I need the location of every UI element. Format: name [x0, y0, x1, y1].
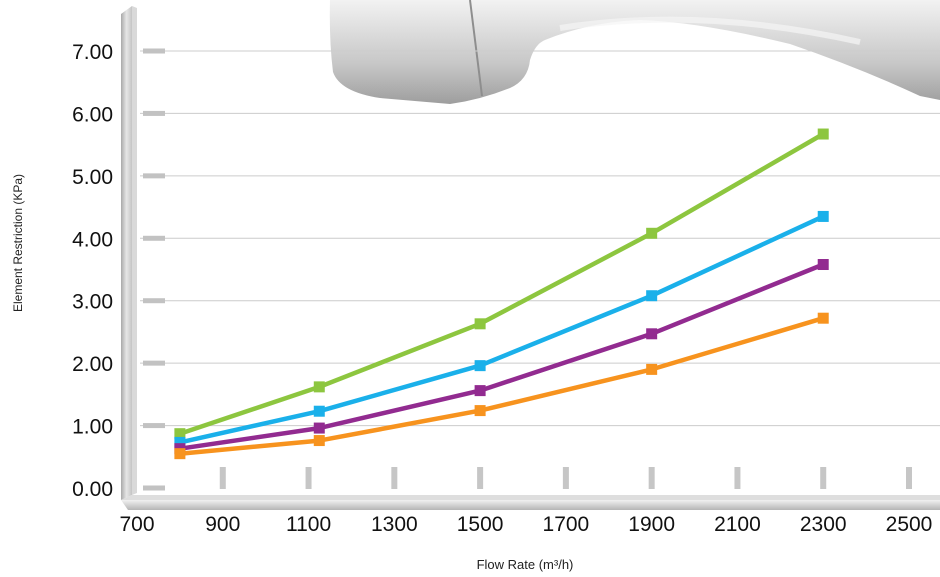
ticks: 0.00 1.00 2.00 3.00 4.00 5.00 6.00 7.00 700 900 11… [72, 41, 932, 536]
x-tick-mark [820, 467, 827, 489]
x-tick-mark [219, 467, 226, 489]
y-tick-mark [143, 298, 165, 304]
data-point [174, 448, 186, 460]
x-tick-label: 2300 [800, 513, 847, 536]
x-tick-label: 1900 [628, 513, 675, 536]
data-point [817, 210, 829, 222]
x-tick-label: 1100 [286, 513, 331, 536]
x-axis-label: Flow Rate (m³/h) [477, 557, 574, 572]
data-point [817, 128, 829, 140]
data-point [313, 435, 325, 447]
data-point [646, 227, 658, 239]
y-axis-bar [121, 6, 137, 500]
y-tick-label: 0.00 [72, 478, 113, 501]
data-point [174, 428, 186, 440]
y-tick-label: 3.00 [72, 291, 113, 314]
x-tick-label: 2500 [886, 513, 933, 536]
series-1 [174, 128, 829, 440]
data-point [174, 436, 186, 448]
data-point [646, 328, 658, 340]
data-point [817, 259, 829, 271]
x-tick-label: 1700 [543, 513, 590, 536]
grid [140, 50, 940, 427]
data-point [817, 312, 829, 324]
y-tick-label: 6.00 [72, 103, 113, 126]
data-point [313, 422, 325, 434]
x-tick-mark [477, 467, 484, 489]
x-tick-mark [648, 467, 655, 489]
x-tick-label: 700 [119, 513, 154, 536]
series-2-line [177, 214, 826, 445]
y-tick-mark [143, 235, 165, 241]
filter-housing-image [329, 0, 940, 104]
y-axis-label: Element Restriction (KPa) [11, 174, 25, 312]
x-tick-label: 900 [205, 513, 240, 536]
data-point [474, 318, 486, 330]
data-point [474, 385, 486, 397]
y-tick-mark [143, 360, 165, 366]
y-tick-mark [143, 48, 165, 54]
data-point [313, 381, 325, 393]
y-tick-mark [143, 173, 165, 179]
x-tick-mark [906, 467, 912, 489]
data-point [313, 405, 325, 417]
y-tick-mark [143, 110, 165, 116]
x-tick-mark [305, 467, 312, 489]
y-tick-mark [143, 485, 165, 491]
x-tick-label: 1500 [457, 513, 504, 536]
y-tick-label: 2.00 [72, 353, 113, 376]
y-tick-mark [143, 423, 165, 429]
data-point [474, 405, 486, 417]
data-point [474, 360, 486, 372]
series [174, 128, 829, 460]
y-tick-label: 4.00 [72, 228, 113, 251]
series-4 [174, 312, 829, 460]
y-tick-label: 5.00 [72, 166, 113, 189]
data-point [646, 290, 658, 302]
x-tick-mark [562, 467, 569, 489]
y-tick-label: 7.00 [72, 41, 113, 64]
x-tick-mark [391, 467, 398, 489]
x-tick-label: 1300 [371, 513, 418, 536]
x-tick-label: 2100 [714, 513, 761, 536]
series-1-line [177, 131, 826, 436]
data-point [646, 363, 658, 375]
x-axis-bar [121, 495, 940, 510]
y-tick-label: 1.00 [72, 416, 113, 439]
series-2 [174, 210, 829, 448]
x-tick-mark [734, 467, 741, 489]
